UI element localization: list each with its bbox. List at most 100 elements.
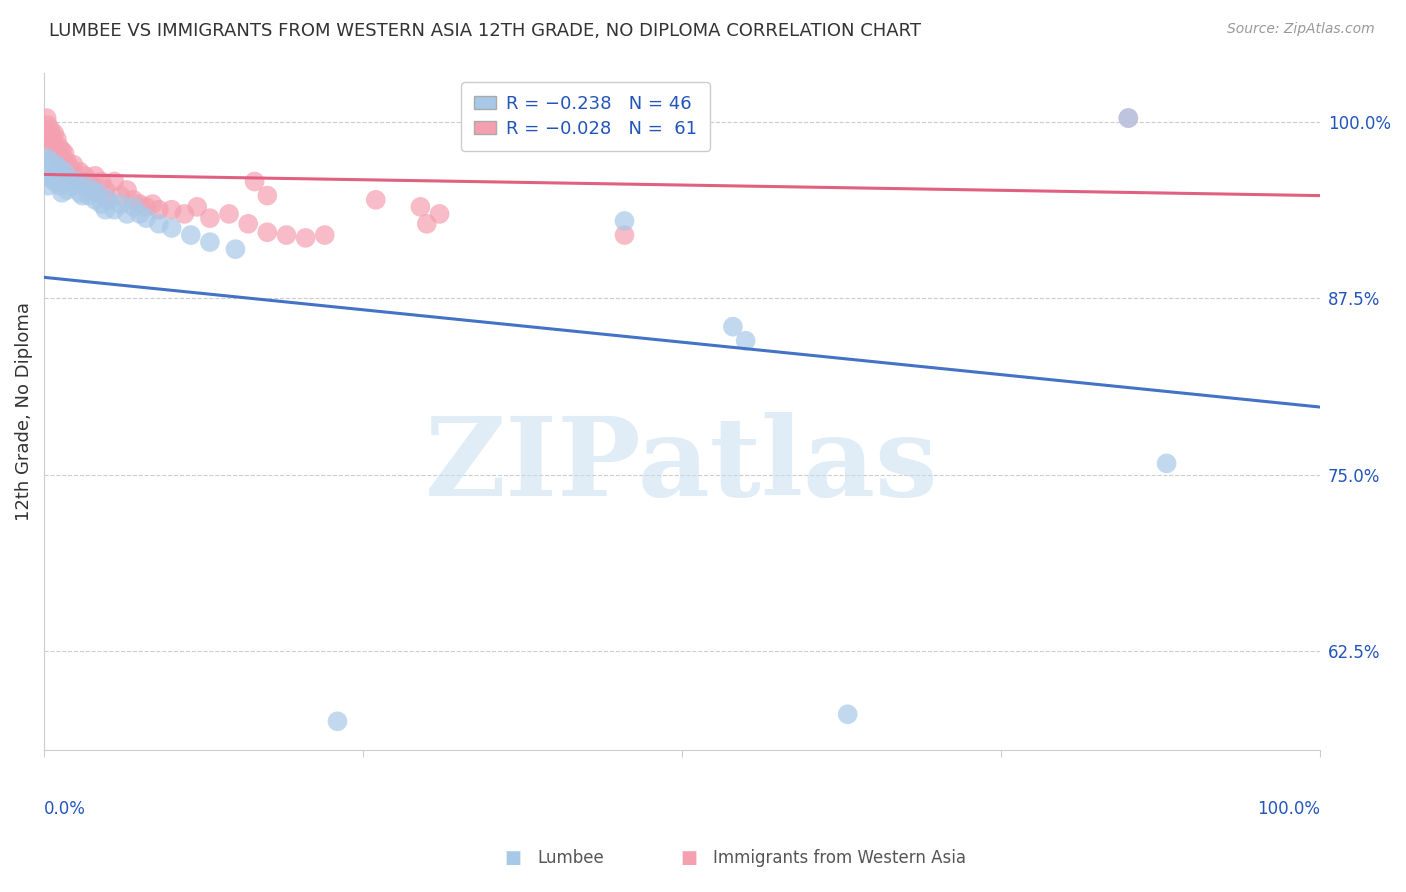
Point: [429, 207, 451, 221]
Point: [238, 217, 260, 231]
Point: [224, 242, 246, 256]
Point: [72, 188, 94, 202]
Point: [128, 207, 150, 221]
Point: [294, 231, 316, 245]
Point: [73, 178, 96, 193]
Point: [39, 144, 62, 158]
Point: [49, 151, 72, 165]
Point: [56, 183, 79, 197]
Point: [45, 132, 67, 146]
Point: [42, 136, 65, 151]
Point: [44, 127, 66, 141]
Point: [48, 178, 70, 193]
Point: [60, 164, 83, 178]
Point: [364, 193, 387, 207]
Point: [38, 132, 60, 146]
Text: Immigrants from Western Asia: Immigrants from Western Asia: [713, 849, 966, 867]
Point: [60, 178, 83, 193]
Point: [45, 146, 67, 161]
Point: [56, 154, 79, 169]
Point: [173, 207, 195, 221]
Point: [51, 186, 73, 200]
Point: [62, 158, 84, 172]
Point: [39, 122, 62, 136]
Point: [49, 168, 72, 182]
Text: ■: ■: [681, 849, 697, 867]
Point: [51, 144, 73, 158]
Point: [37, 164, 59, 178]
Point: [82, 178, 104, 193]
Point: [122, 200, 145, 214]
Point: [613, 228, 636, 243]
Point: [65, 174, 87, 188]
Point: [39, 154, 62, 169]
Point: [256, 225, 278, 239]
Point: [72, 174, 94, 188]
Point: [135, 200, 157, 214]
Point: [34, 158, 56, 172]
Point: [198, 235, 221, 249]
Point: [73, 169, 96, 183]
Point: [37, 118, 59, 132]
Point: [256, 188, 278, 202]
Text: 0.0%: 0.0%: [44, 800, 86, 818]
Point: [1118, 111, 1140, 125]
Point: [59, 171, 82, 186]
Point: [69, 186, 91, 200]
Point: [97, 193, 120, 207]
Y-axis label: 12th Grade, No Diploma: 12th Grade, No Diploma: [15, 301, 32, 521]
Point: [128, 197, 150, 211]
Point: [65, 171, 87, 186]
Point: [90, 174, 112, 188]
Point: [59, 161, 82, 175]
Point: [734, 334, 756, 348]
Point: [824, 764, 846, 778]
Point: [97, 193, 120, 207]
Point: [37, 127, 59, 141]
Text: 100.0%: 100.0%: [1257, 800, 1320, 818]
Point: [180, 228, 202, 243]
Point: [35, 151, 58, 165]
Point: [55, 164, 77, 178]
Point: [276, 228, 298, 243]
Point: [135, 211, 157, 226]
Point: [38, 161, 60, 175]
Text: Lumbee: Lumbee: [537, 849, 603, 867]
Point: [44, 174, 66, 188]
Point: [243, 174, 266, 188]
Point: [115, 183, 138, 197]
Point: [148, 202, 170, 217]
Point: [46, 151, 69, 165]
Point: [148, 217, 170, 231]
Point: [122, 193, 145, 207]
Point: [613, 214, 636, 228]
Point: [45, 169, 67, 183]
Text: ZIPatlas: ZIPatlas: [425, 412, 939, 519]
Point: [53, 164, 76, 178]
Point: [721, 319, 744, 334]
Point: [103, 202, 125, 217]
Point: [35, 111, 58, 125]
Point: [69, 164, 91, 178]
Point: [37, 178, 59, 193]
Point: [326, 714, 349, 729]
Text: Source: ZipAtlas.com: Source: ZipAtlas.com: [1227, 22, 1375, 37]
Point: [45, 158, 67, 172]
Point: [77, 174, 100, 188]
Point: [1118, 111, 1140, 125]
Point: [45, 144, 67, 158]
Point: [198, 211, 221, 226]
Point: [42, 163, 65, 178]
Point: [141, 197, 163, 211]
Point: [103, 174, 125, 188]
Point: [46, 161, 69, 175]
Point: [90, 197, 112, 211]
Legend: R = −0.238   N = 46, R = −0.028   N =  61: R = −0.238 N = 46, R = −0.028 N = 61: [461, 82, 710, 151]
Point: [186, 200, 208, 214]
Point: [41, 129, 63, 144]
Point: [94, 183, 117, 197]
Point: [837, 707, 859, 722]
Point: [86, 186, 108, 200]
Point: [218, 207, 240, 221]
Point: [160, 221, 183, 235]
